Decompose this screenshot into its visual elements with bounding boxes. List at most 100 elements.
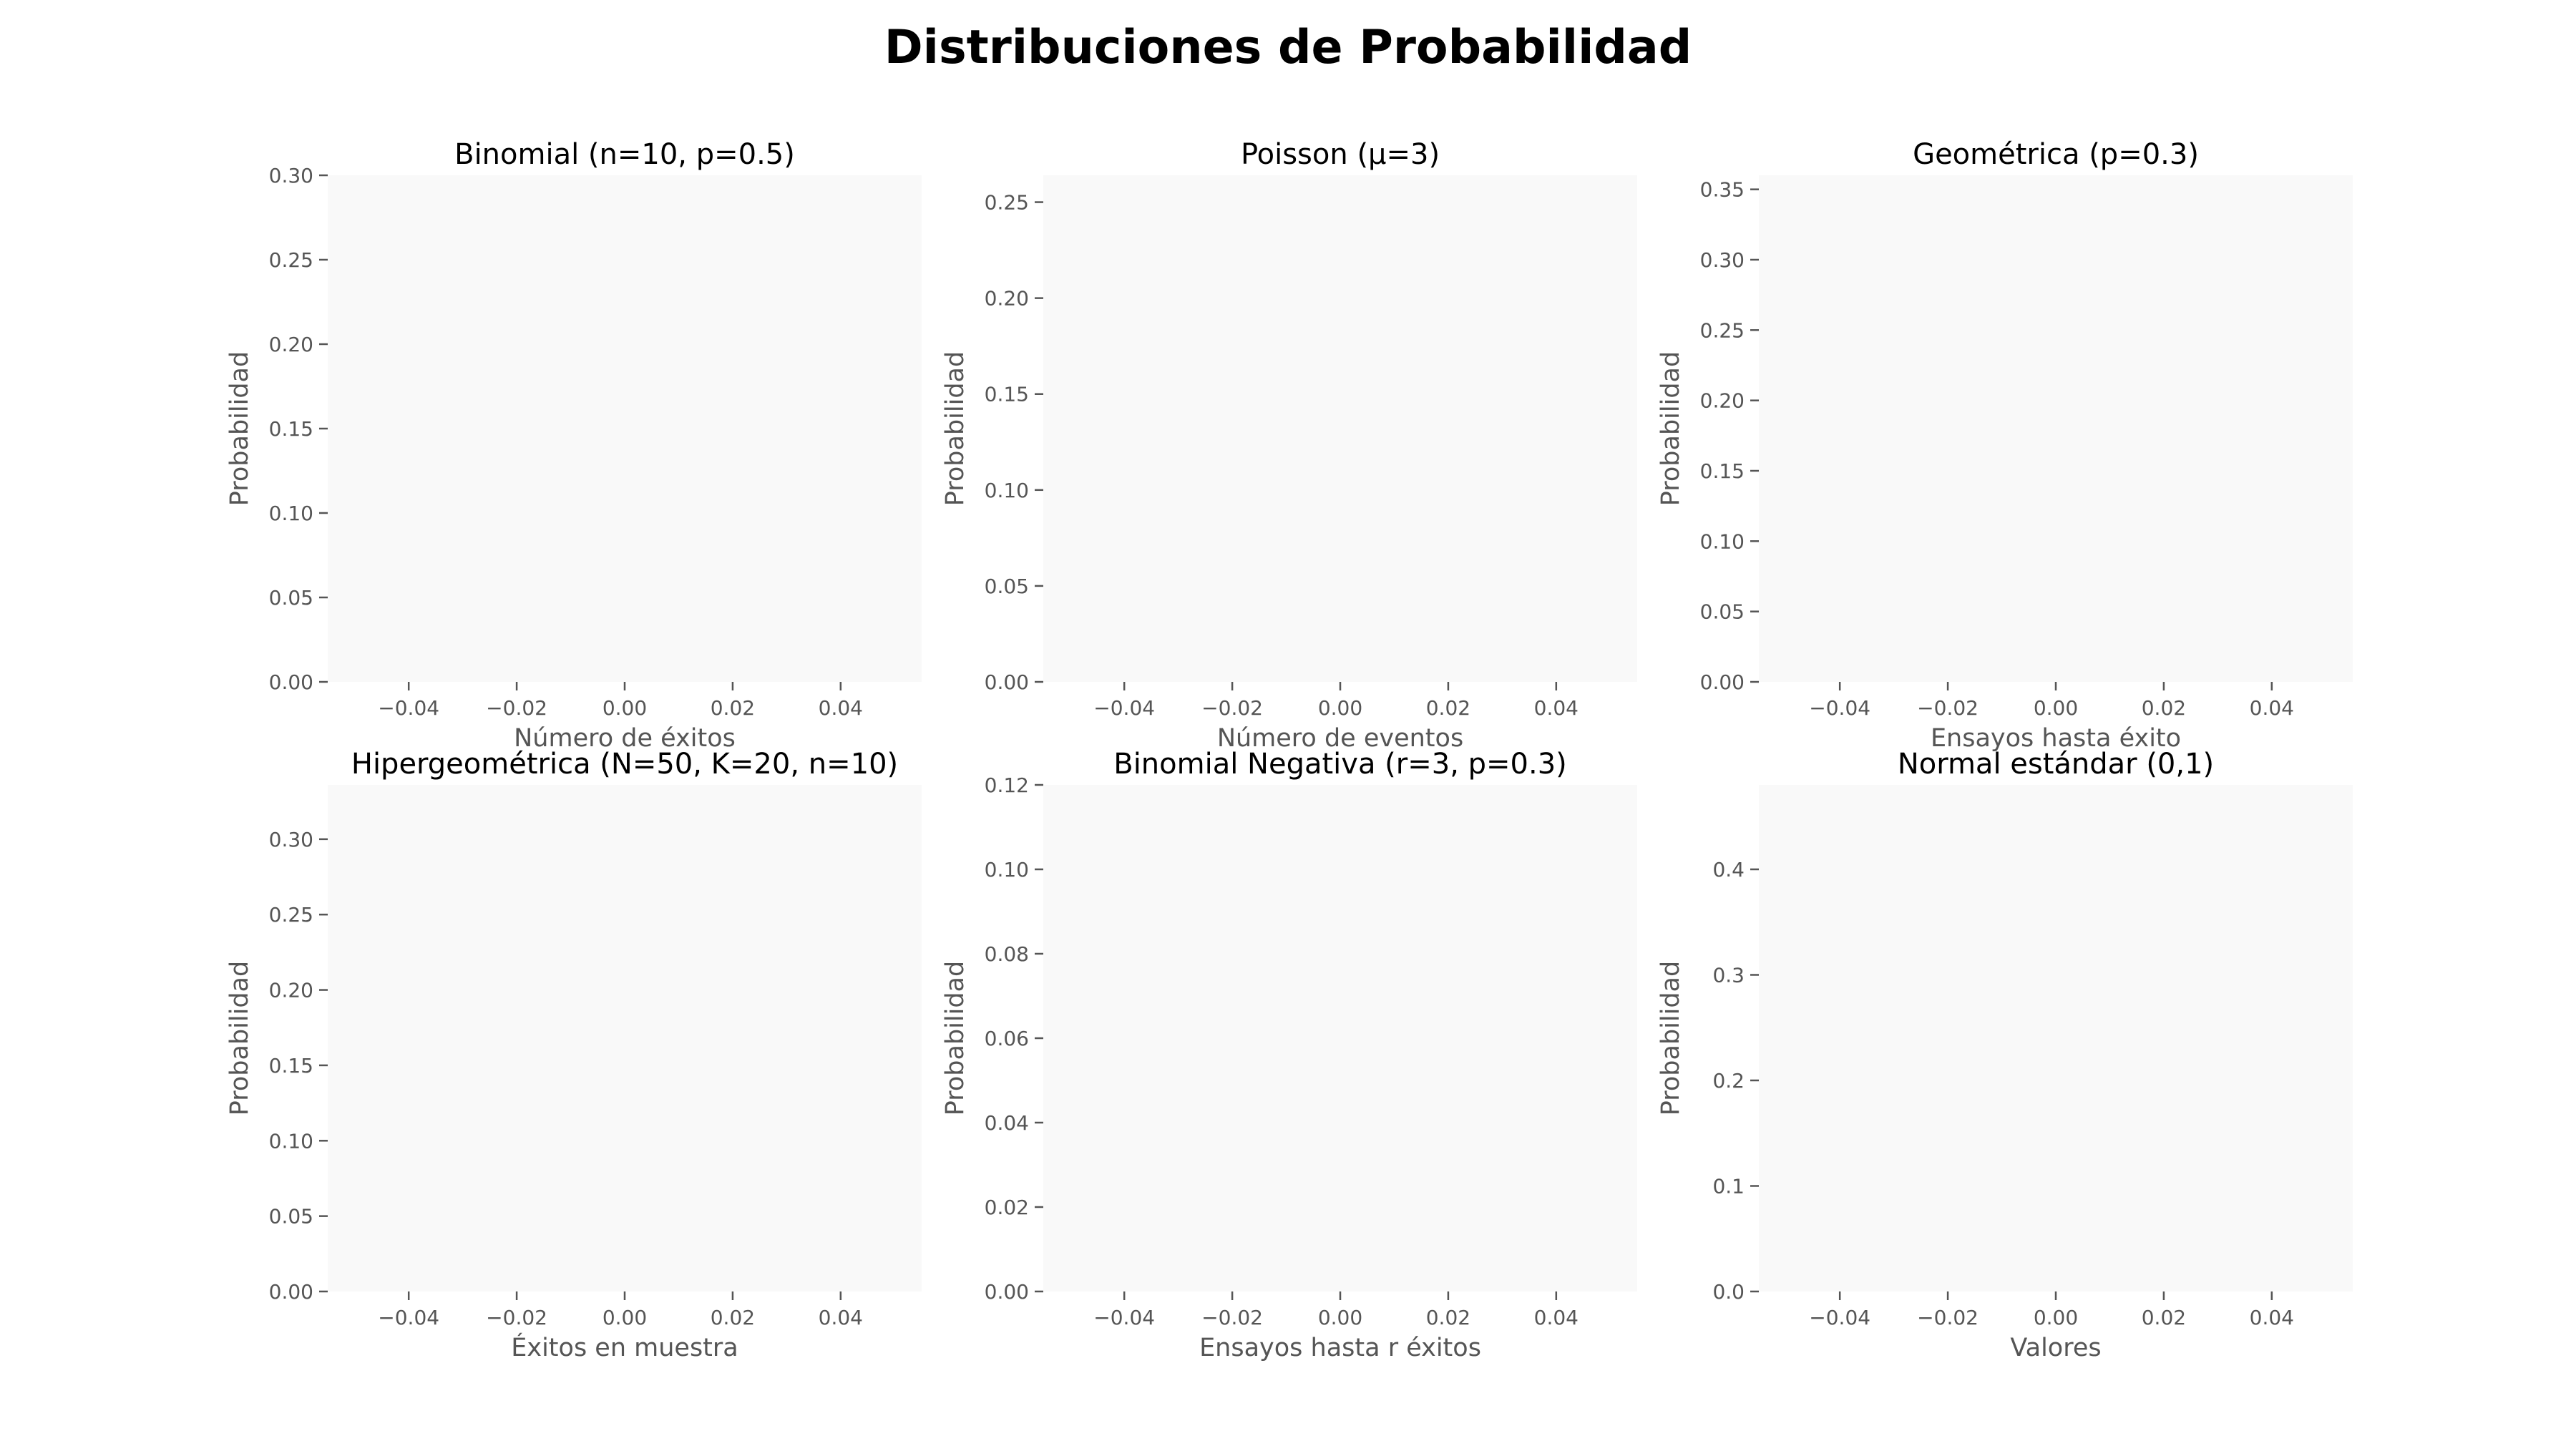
chart-binomial-negativa: Binomial Negativa (r=3, p=0.3) −0.04 −0.02… bbox=[941, 748, 1637, 1362]
y-tick-label: 0.00 bbox=[985, 1280, 1029, 1304]
y-tick-label: 0.0 bbox=[1712, 1280, 1745, 1304]
y-tick-label: 0.2 bbox=[1712, 1069, 1745, 1093]
x-tick-label: −0.02 bbox=[1917, 1306, 1979, 1329]
x-tick-label: −0.04 bbox=[1809, 1306, 1870, 1329]
x-tick-label: 0.02 bbox=[711, 696, 755, 720]
y-tick-label: 0.12 bbox=[985, 773, 1029, 797]
x-axis-label: Ensayos hasta éxito bbox=[1931, 724, 2181, 753]
chart-hipergeometrica: Hipergeométrica (N=50, K=20, n=10) −0.04 −… bbox=[225, 748, 922, 1362]
x-axis-label: Número de eventos bbox=[1217, 724, 1463, 753]
plot-area bbox=[1759, 785, 2353, 1291]
y-tick-label: 0.35 bbox=[1700, 178, 1745, 202]
x-tick-label: 0.02 bbox=[1426, 1306, 1470, 1329]
subplot-grid: Binomial (n=10, p=0.5) −0.04 −0.02 0.00 0.02… bbox=[225, 138, 2353, 1362]
plot-area bbox=[328, 175, 922, 682]
y-tick-label: 0.04 bbox=[985, 1111, 1029, 1135]
y-tick-label: 0.25 bbox=[985, 191, 1029, 215]
chart-poisson: Poisson (μ=3) −0.04 −0.02 0.00 0.02 0.04 0.00 0… bbox=[941, 138, 1637, 753]
x-tick-label: 0.04 bbox=[819, 1306, 863, 1329]
x-axis-label: Ensayos hasta r éxitos bbox=[1199, 1334, 1481, 1362]
x-axis-label: Valores bbox=[2010, 1334, 2101, 1362]
x-axis-label: Éxitos en muestra bbox=[511, 1332, 738, 1362]
x-axis-label: Número de éxitos bbox=[514, 724, 736, 753]
x-tick-label: −0.02 bbox=[1917, 696, 1979, 720]
y-tick-label: 0.05 bbox=[1700, 600, 1745, 624]
y-tick-label: 0.00 bbox=[1700, 670, 1745, 694]
y-tick-label: 0.15 bbox=[269, 1054, 313, 1078]
x-tick-label: 0.00 bbox=[2034, 1306, 2078, 1329]
x-tick-label: −0.04 bbox=[378, 1306, 439, 1329]
x-tick-label: 0.02 bbox=[711, 1306, 755, 1329]
x-tick-label: 0.04 bbox=[819, 696, 863, 720]
y-tick-label: 0.30 bbox=[269, 164, 313, 187]
chart-title: Geométrica (p=0.3) bbox=[1913, 138, 2199, 171]
plot-area bbox=[1043, 175, 1637, 682]
y-axis-label: Probabilidad bbox=[941, 351, 970, 506]
y-axis-label: Probabilidad bbox=[225, 961, 254, 1115]
y-axis-label: Probabilidad bbox=[1657, 961, 1685, 1115]
plot-area bbox=[1759, 175, 2353, 682]
plot-area bbox=[1043, 785, 1637, 1291]
y-tick-label: 0.15 bbox=[985, 383, 1029, 406]
x-tick-label: 0.02 bbox=[1426, 696, 1470, 720]
y-axis-label: Probabilidad bbox=[941, 961, 970, 1115]
x-tick-label: −0.02 bbox=[1201, 1306, 1263, 1329]
y-axis-label: Probabilidad bbox=[1657, 351, 1685, 506]
y-tick-label: 0.05 bbox=[269, 1205, 313, 1229]
x-tick-label: 0.02 bbox=[2142, 1306, 2186, 1329]
y-tick-label: 0.15 bbox=[269, 417, 313, 441]
chart-title: Hipergeométrica (N=50, K=20, n=10) bbox=[351, 748, 898, 781]
y-tick-label: 0.10 bbox=[985, 858, 1029, 881]
y-tick-label: 0.3 bbox=[1712, 964, 1745, 987]
y-tick-label: 0.1 bbox=[1712, 1175, 1745, 1198]
chart-binomial: Binomial (n=10, p=0.5) −0.04 −0.02 0.00 0.02… bbox=[225, 138, 922, 753]
y-tick-label: 0.05 bbox=[269, 586, 313, 610]
chart-title: Binomial (n=10, p=0.5) bbox=[454, 138, 795, 171]
y-tick-label: 0.20 bbox=[269, 979, 313, 1002]
x-tick-label: −0.04 bbox=[1093, 696, 1155, 720]
x-tick-label: 0.00 bbox=[1318, 696, 1362, 720]
x-tick-label: −0.02 bbox=[486, 696, 547, 720]
y-tick-label: 0.30 bbox=[269, 828, 313, 851]
y-tick-label: 0.00 bbox=[269, 1280, 313, 1304]
x-tick-label: 0.00 bbox=[2034, 696, 2078, 720]
x-tick-label: 0.00 bbox=[1318, 1306, 1362, 1329]
x-tick-label: −0.04 bbox=[1809, 696, 1870, 720]
y-tick-label: 0.10 bbox=[269, 502, 313, 525]
y-tick-label: 0.00 bbox=[269, 670, 313, 694]
x-tick-label: 0.00 bbox=[602, 1306, 647, 1329]
figure-title: Distribuciones de Probabilidad bbox=[884, 21, 1692, 74]
x-tick-label: −0.02 bbox=[486, 1306, 547, 1329]
chart-title: Poisson (μ=3) bbox=[1241, 138, 1440, 171]
chart-normal-estandar: Normal estándar (0,1) −0.04 −0.02 0.00 0.02 0… bbox=[1657, 748, 2353, 1362]
y-tick-label: 0.4 bbox=[1712, 858, 1745, 881]
y-tick-label: 0.08 bbox=[985, 942, 1029, 966]
y-tick-label: 0.20 bbox=[1700, 389, 1745, 413]
chart-geometrica: Geométrica (p=0.3) −0.04 −0.02 0.00 0.02 0.04… bbox=[1657, 138, 2353, 753]
x-tick-label: 0.00 bbox=[602, 696, 647, 720]
y-tick-label: 0.10 bbox=[985, 479, 1029, 502]
x-tick-label: −0.04 bbox=[1093, 1306, 1155, 1329]
y-tick-label: 0.20 bbox=[269, 333, 313, 356]
x-tick-label: 0.02 bbox=[2142, 696, 2186, 720]
y-tick-label: 0.25 bbox=[269, 248, 313, 272]
x-tick-label: 0.04 bbox=[2250, 696, 2294, 720]
y-tick-label: 0.05 bbox=[985, 575, 1029, 598]
chart-title: Normal estándar (0,1) bbox=[1898, 748, 2214, 781]
y-tick-label: 0.00 bbox=[985, 670, 1029, 694]
x-tick-label: 0.04 bbox=[2250, 1306, 2294, 1329]
plot-area bbox=[328, 785, 922, 1291]
chart-title: Binomial Negativa (r=3, p=0.3) bbox=[1113, 748, 1567, 781]
y-tick-label: 0.20 bbox=[985, 287, 1029, 311]
y-tick-label: 0.25 bbox=[1700, 318, 1745, 342]
y-tick-label: 0.10 bbox=[1700, 529, 1745, 553]
y-tick-label: 0.10 bbox=[269, 1129, 313, 1153]
x-tick-label: 0.04 bbox=[1534, 696, 1579, 720]
x-tick-label: −0.02 bbox=[1201, 696, 1263, 720]
y-tick-label: 0.15 bbox=[1700, 459, 1745, 483]
x-tick-label: −0.04 bbox=[378, 696, 439, 720]
y-axis-label: Probabilidad bbox=[225, 351, 254, 506]
y-tick-label: 0.25 bbox=[269, 903, 313, 927]
x-tick-label: 0.04 bbox=[1534, 1306, 1579, 1329]
